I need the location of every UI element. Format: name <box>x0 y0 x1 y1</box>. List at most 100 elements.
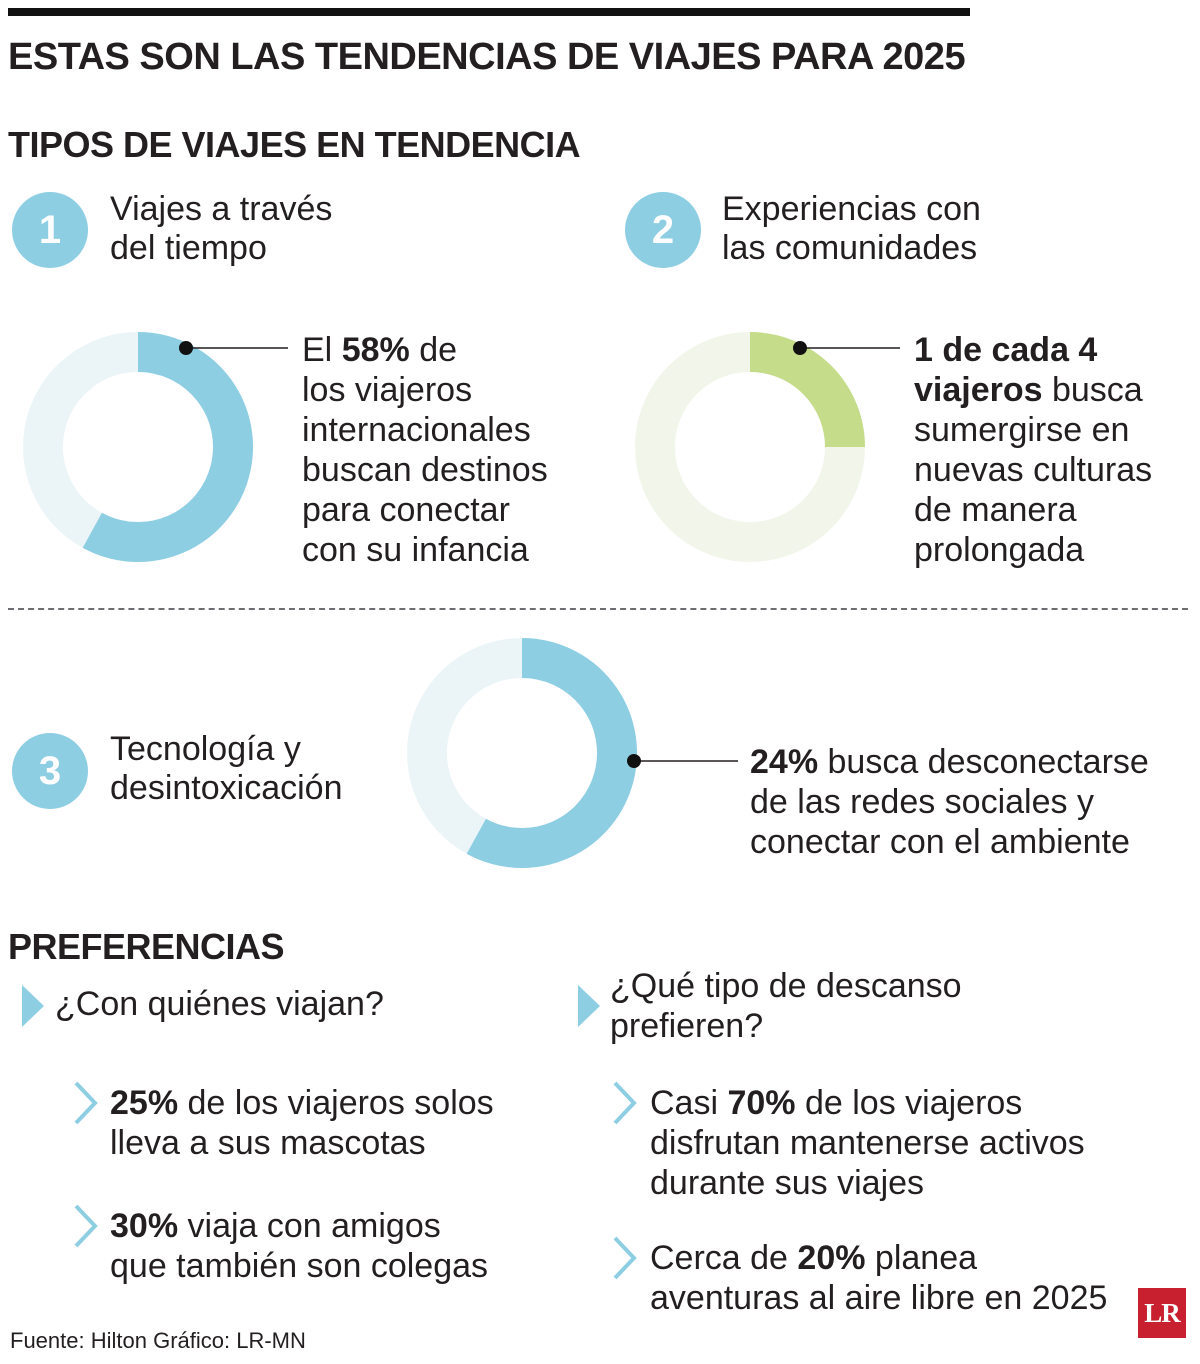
lr-logo: LR <box>1138 1288 1186 1338</box>
highlight-text: 58% <box>341 331 410 369</box>
donut-slice-rest <box>635 332 865 562</box>
section-divider <box>8 608 1188 610</box>
text-line: Cerca de 20% planea <box>650 1238 1107 1278</box>
body-text: disfrutan mantenerse activos <box>650 1124 1085 1162</box>
body-text: Cerca de <box>650 1239 798 1277</box>
text-line: para conectar <box>302 490 548 530</box>
text-line: con su infancia <box>302 530 548 570</box>
body-text: Casi <box>650 1084 728 1122</box>
highlight-text: 30% <box>110 1207 179 1245</box>
donut-chart-2 <box>635 332 865 562</box>
trend-number-1: 1 <box>12 192 88 268</box>
text-line: internacionales <box>302 410 548 450</box>
body-text: durante sus viajes <box>650 1164 925 1202</box>
trend-label-1: Viajes a través del tiempo <box>110 190 332 268</box>
text-line: aventuras al aire libre en 2025 <box>650 1278 1107 1318</box>
pref-item-2-2: Cerca de 20% planea aventuras al aire lib… <box>650 1238 1107 1318</box>
body-text: de <box>409 331 458 369</box>
text-line: conectar con el ambiente <box>750 822 1149 862</box>
source-footer: Fuente: Hilton Gráfico: LR-MN <box>10 1328 306 1353</box>
highlight-text: 20% <box>797 1239 866 1277</box>
page-title: ESTAS SON LAS TENDENCIAS DE VIAJES PARA … <box>8 36 966 78</box>
chevron-right-icon <box>613 1081 637 1125</box>
chevron-right-icon <box>74 1081 98 1125</box>
body-text: viaja con amigos <box>178 1207 441 1245</box>
body-text: buscan destinos <box>302 451 548 489</box>
section-title-preferences: PREFERENCIAS <box>8 926 285 967</box>
body-text: de los viajeros solos <box>178 1084 494 1122</box>
pref-question-line: ¿Qué tipo de descanso <box>610 967 962 1005</box>
highlight-text: 70% <box>727 1084 796 1122</box>
trend-label-line: Viajes a través <box>110 190 333 228</box>
text-line: 25% de los viajeros solos <box>110 1083 494 1123</box>
donut-slice-rest <box>407 638 523 854</box>
body-text: El <box>302 331 342 369</box>
trend-label-line: del tiempo <box>110 229 267 267</box>
pref-question-1: ¿Con quiénes viajan? <box>55 984 384 1024</box>
body-text: los viajeros <box>302 371 473 409</box>
text-line: los viajeros <box>302 370 548 410</box>
text-line: viajeros busca <box>914 370 1152 410</box>
text-line: sumergirse en <box>914 410 1152 450</box>
highlight-text: viajeros <box>914 371 1043 409</box>
body-text: conectar con el ambiente <box>750 823 1130 861</box>
triangle-bullet-icon <box>578 985 600 1027</box>
chevron-right-icon <box>613 1236 637 1280</box>
donut-slice-highlight <box>466 638 637 868</box>
highlight-text: 24% <box>750 743 819 781</box>
text-line: 24% busca desconectarse <box>750 742 1149 782</box>
trend-label-line: desintoxicación <box>110 769 343 807</box>
trend-stat-1: El 58% de los viajeros internacionales busc… <box>302 330 548 570</box>
body-text: con su infancia <box>302 531 529 569</box>
body-text: busca <box>1042 371 1143 409</box>
body-text: sumergirse en <box>914 411 1130 449</box>
text-line: El 58% de <box>302 330 548 370</box>
trend-stat-2: 1 de cada 4 viajeros busca sumergirse en nu… <box>914 330 1152 570</box>
highlight-text: 25% <box>110 1084 179 1122</box>
body-text: lleva a sus mascotas <box>110 1124 426 1162</box>
text-line: nuevas culturas <box>914 450 1152 490</box>
body-text: para conectar <box>302 491 510 529</box>
pref-question-line: ¿Con quiénes viajan? <box>55 985 384 1023</box>
trend-label-3: Tecnología y desintoxicación <box>110 730 342 808</box>
trend-number-3: 3 <box>12 733 88 809</box>
donut-chart-3 <box>407 638 637 868</box>
text-line: de las redes sociales y <box>750 782 1149 822</box>
chevron-right-icon <box>74 1204 98 1248</box>
body-text: planea <box>865 1239 978 1277</box>
trend-label-line: Tecnología y <box>110 730 301 768</box>
text-line: lleva a sus mascotas <box>110 1123 494 1163</box>
pref-question-2: ¿Qué tipo de descanso prefieren? <box>610 966 962 1046</box>
pref-item-1-2: 30% viaja con amigos que también son cole… <box>110 1206 488 1286</box>
text-line: prolongada <box>914 530 1152 570</box>
text-line: durante sus viajes <box>650 1163 1085 1203</box>
body-text: nuevas culturas <box>914 451 1153 489</box>
pref-item-1-1: 25% de los viajeros solos lleva a sus mas… <box>110 1083 494 1163</box>
triangle-bullet-icon <box>22 985 44 1027</box>
body-text: aventuras al aire libre en 2025 <box>650 1279 1108 1317</box>
donut-slice-highlight <box>82 332 253 562</box>
text-line: Casi 70% de los viajeros <box>650 1083 1085 1123</box>
text-line: 1 de cada 4 <box>914 330 1152 370</box>
body-text: de los viajeros <box>795 1084 1023 1122</box>
text-line: 30% viaja con amigos <box>110 1206 488 1246</box>
trend-number-2: 2 <box>625 192 701 268</box>
top-rule <box>8 8 970 16</box>
donut-slice-rest <box>23 332 139 548</box>
body-text: prolongada <box>914 531 1085 569</box>
body-text: de las redes sociales y <box>750 783 1094 821</box>
pref-item-2-1: Casi 70% de los viajeros disfrutan manten… <box>650 1083 1085 1203</box>
body-text: que también son colegas <box>110 1247 489 1285</box>
donut-slice-highlight <box>749 332 865 448</box>
body-text: busca desconectarse <box>818 743 1149 781</box>
text-line: buscan destinos <box>302 450 548 490</box>
trend-label-line: Experiencias con <box>722 190 981 228</box>
donut-chart-1 <box>23 332 253 562</box>
text-line: de manera <box>914 490 1152 530</box>
section-title-trends: TIPOS DE VIAJES EN TENDENCIA <box>8 124 581 165</box>
body-text: internacionales <box>302 411 531 449</box>
trend-label-2: Experiencias con las comunidades <box>722 190 981 268</box>
highlight-text: 1 de cada 4 <box>914 331 1098 369</box>
trend-stat-3: 24% busca desconectarse de las redes soci… <box>750 742 1149 862</box>
text-line: que también son colegas <box>110 1246 488 1286</box>
